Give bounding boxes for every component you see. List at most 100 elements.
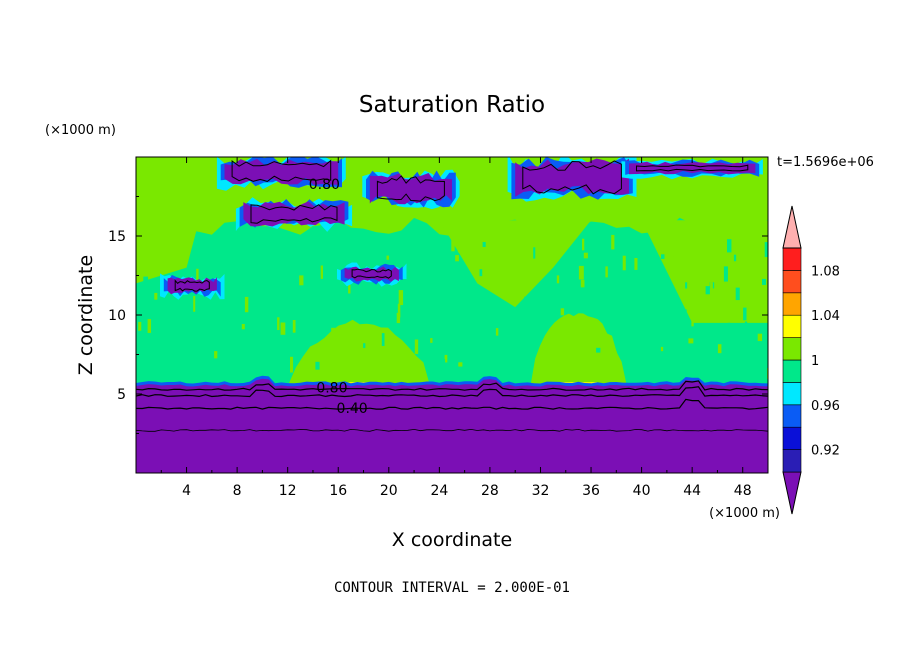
field-streak (233, 262, 238, 277)
field-streak (293, 311, 299, 316)
field-streak (416, 238, 419, 247)
field-streak (723, 266, 728, 282)
field-streak (605, 266, 608, 278)
field-streak (291, 347, 294, 355)
field-streak (277, 317, 280, 331)
colorbar-box (782, 449, 802, 473)
field-streak (559, 224, 563, 229)
x-tick-label: 44 (683, 483, 701, 499)
field-streak (444, 354, 448, 363)
field-streak (447, 327, 452, 343)
colorbar-box (782, 247, 802, 271)
field-streak (398, 290, 404, 306)
field-streak (241, 324, 245, 330)
field-streak (705, 286, 710, 295)
field-streak (583, 252, 588, 259)
x-tick-label: 20 (380, 483, 398, 499)
colorbar-tick-label: 0.92 (811, 444, 840, 459)
field-streak (137, 331, 141, 339)
field-streak (441, 359, 446, 371)
x-tick-label: 32 (532, 483, 550, 499)
field-streak (691, 311, 694, 327)
colorbar-box (782, 359, 802, 383)
field-streak (611, 234, 615, 250)
field-streak (458, 348, 464, 364)
contour-line (136, 386, 768, 398)
field-streak (230, 317, 233, 324)
field-streak (660, 346, 664, 352)
field-streak (348, 284, 351, 294)
field-streak (225, 302, 230, 318)
field-streak (145, 263, 150, 272)
field-streak (553, 302, 556, 313)
contour-line (376, 175, 445, 202)
field-streak (193, 296, 196, 312)
field-streak (244, 296, 249, 313)
contour-label: 0.80 (316, 381, 347, 397)
y-tick-label: 10 (108, 308, 126, 324)
field-streak (405, 231, 411, 236)
colorbar-box (782, 337, 802, 361)
field-streak (381, 333, 385, 346)
field-streak (444, 331, 449, 342)
y-axis-label: Z coordinate (75, 255, 97, 375)
field-streak (247, 357, 251, 369)
field-streak (357, 337, 361, 353)
field-streak (290, 356, 294, 373)
x-tick-label: 40 (633, 483, 651, 499)
field-streak (761, 269, 765, 275)
field-streak (613, 351, 617, 363)
dry-patch (629, 161, 756, 175)
field-streak (717, 344, 722, 354)
x-tick-label: 48 (734, 483, 752, 499)
field-streak (743, 307, 747, 321)
field-streak (612, 360, 617, 369)
field-streak (451, 235, 455, 252)
field-streak (334, 240, 340, 247)
field-streak (578, 265, 584, 280)
contour-line (250, 204, 338, 224)
contour-line (136, 398, 768, 410)
field-streak (762, 278, 767, 285)
field-streak (414, 339, 419, 354)
y-tick-label: 5 (117, 387, 126, 403)
field-streak (661, 254, 665, 259)
field-streak (688, 338, 694, 344)
field-streak (246, 274, 252, 283)
field-streak (757, 333, 763, 342)
field-streak (486, 275, 491, 289)
field-streak (399, 239, 402, 246)
field-streak (226, 344, 230, 353)
field-streak (452, 282, 458, 293)
field-streak (469, 327, 475, 338)
contour-lines (136, 159, 768, 432)
field-streak (449, 309, 455, 323)
field-streak (605, 289, 610, 299)
field-streak (404, 240, 408, 254)
field-streak (472, 281, 475, 290)
field-streak (289, 241, 293, 248)
field-streak (580, 279, 585, 288)
x-axis-label: X coordinate (392, 529, 512, 551)
field-streak (450, 300, 453, 314)
field-streak (604, 298, 610, 304)
field-streak (727, 239, 732, 253)
contour-line (636, 164, 749, 172)
field-streak (550, 297, 555, 313)
field-streak (634, 258, 638, 270)
field-streak (744, 321, 748, 329)
field-streak (320, 265, 323, 279)
field-streak (298, 284, 301, 291)
field-streak (710, 282, 713, 294)
field-streak (565, 318, 570, 330)
colorbar-box (782, 270, 802, 294)
field-streak (294, 306, 298, 311)
field-streak (560, 308, 565, 316)
contour-line (136, 380, 768, 391)
field-streak (458, 362, 463, 367)
field-streak (147, 319, 152, 333)
field-streak (196, 268, 199, 283)
center-lime-region (439, 220, 592, 308)
colorbar-box (782, 426, 802, 450)
colorbar-box (782, 382, 802, 406)
